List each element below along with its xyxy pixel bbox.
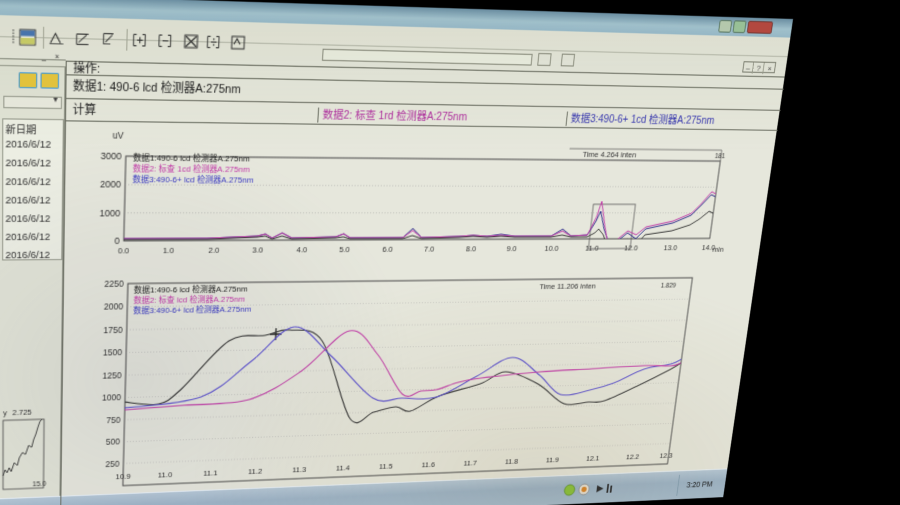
svg-text:1.829: 1.829 <box>660 282 676 290</box>
svg-text:8.0: 8.0 <box>466 244 477 253</box>
svg-text:数据2: 标查 1cd 检测器A.275nm: 数据2: 标查 1cd 检测器A.275nm <box>133 163 251 174</box>
svg-text:250: 250 <box>105 460 120 470</box>
svg-text:2.0: 2.0 <box>208 246 220 255</box>
svg-text:3.0: 3.0 <box>252 245 263 254</box>
svg-text:数据3:490-6+ lcd 检测器A.275nm: 数据3:490-6+ lcd 检测器A.275nm <box>133 304 252 315</box>
svg-text:11.5: 11.5 <box>379 462 393 471</box>
svg-text:15.0: 15.0 <box>32 480 46 488</box>
svg-text:1500: 1500 <box>103 349 123 359</box>
svg-text:750: 750 <box>106 416 121 426</box>
svg-text:5.0: 5.0 <box>339 245 350 254</box>
svg-text:13.0: 13.0 <box>663 243 678 251</box>
svg-text:min: min <box>712 245 724 253</box>
svg-text:1000: 1000 <box>102 394 122 404</box>
svg-text:2000: 2000 <box>104 303 124 313</box>
svg-text:6.0: 6.0 <box>382 245 393 254</box>
svg-text:11.4: 11.4 <box>336 464 350 473</box>
svg-text:Time 11.206 inten: Time 11.206 inten <box>539 282 596 291</box>
svg-text:数据1:490-6 lcd 检测器A.275nm: 数据1:490-6 lcd 检测器A.275nm <box>134 284 248 295</box>
svg-text:2000: 2000 <box>100 180 121 190</box>
svg-text:1250: 1250 <box>102 371 122 381</box>
svg-text:11.8: 11.8 <box>505 457 519 465</box>
svg-text:11.1: 11.1 <box>203 469 218 478</box>
svg-text:2250: 2250 <box>104 279 124 289</box>
svg-text:2.725: 2.725 <box>12 408 31 417</box>
svg-text:4.0: 4.0 <box>296 245 307 254</box>
svg-text:500: 500 <box>106 438 121 448</box>
svg-text:11.7: 11.7 <box>463 459 477 467</box>
svg-text:1.0: 1.0 <box>163 246 175 255</box>
svg-text:1750: 1750 <box>103 326 123 336</box>
svg-text:数据2: 标查 lcd 检测器A.275nm: 数据2: 标查 lcd 检测器A.275nm <box>133 294 245 305</box>
svg-text:10.0: 10.0 <box>544 244 559 253</box>
svg-text:10.9: 10.9 <box>115 472 131 481</box>
svg-text:数据1:490-6 lcd 检测器A.275nm: 数据1:490-6 lcd 检测器A.275nm <box>133 152 250 163</box>
svg-text:数据3:490-6+ lcd 检测器A.275nm: 数据3:490-6+ lcd 检测器A.275nm <box>132 174 254 185</box>
svg-text:11.0: 11.0 <box>158 470 173 479</box>
svg-text:12.1: 12.1 <box>586 454 600 462</box>
svg-text:12.3: 12.3 <box>659 451 673 459</box>
svg-text:Time 4.264 inten: Time 4.264 inten <box>582 150 637 159</box>
svg-text:y: y <box>3 408 8 417</box>
svg-text:11.6: 11.6 <box>421 460 435 469</box>
svg-text:181: 181 <box>714 152 726 160</box>
svg-text:12.2: 12.2 <box>626 453 640 461</box>
svg-text:9.0: 9.0 <box>506 244 517 253</box>
svg-text:7.0: 7.0 <box>424 245 435 254</box>
svg-text:1000: 1000 <box>99 209 120 219</box>
svg-text:uV: uV <box>112 131 124 142</box>
svg-text:11.3: 11.3 <box>292 465 306 474</box>
svg-text:0.0: 0.0 <box>118 246 130 255</box>
svg-text:11.2: 11.2 <box>248 467 263 476</box>
svg-text:3000: 3000 <box>100 152 121 163</box>
svg-text:12.0: 12.0 <box>624 244 639 253</box>
svg-text:11.9: 11.9 <box>546 456 560 464</box>
svg-text:11.0: 11.0 <box>585 244 599 253</box>
